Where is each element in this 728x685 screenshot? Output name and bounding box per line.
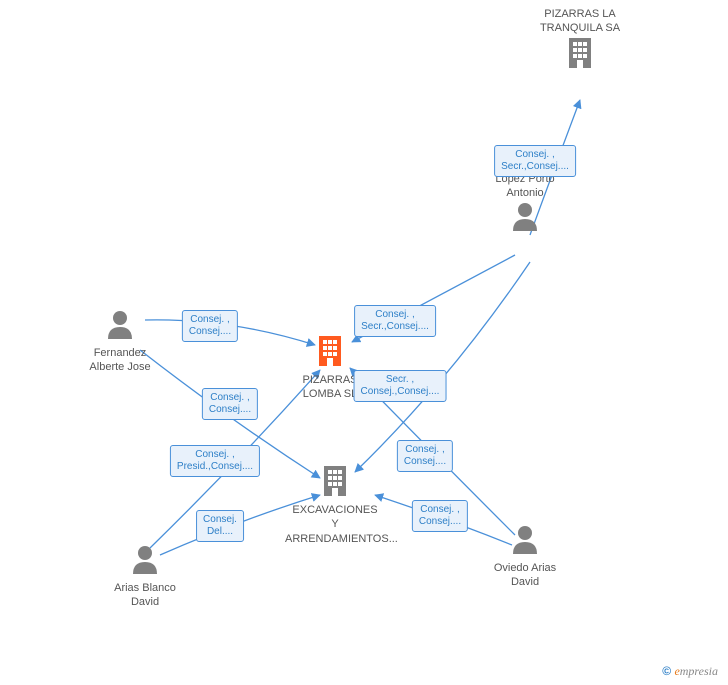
node-label: Oviedo AriasDavid bbox=[475, 561, 575, 590]
footer-branding: © empresia bbox=[662, 664, 718, 679]
node-pizarras_tranquila[interactable]: PIZARRAS LATRANQUILA SA bbox=[530, 5, 630, 73]
person-icon bbox=[475, 524, 575, 559]
person-icon bbox=[475, 201, 575, 236]
node-arias_blanco[interactable]: Arias BlancoDavid bbox=[95, 544, 195, 610]
edge-label-e4[interactable]: Consej. ,Secr.,Consej.... bbox=[354, 305, 436, 337]
copyright-symbol: © bbox=[662, 664, 671, 678]
building-icon bbox=[530, 36, 630, 73]
brand-mpresia: mpresia bbox=[680, 664, 718, 678]
edge-label-e5[interactable]: Secr. ,Consej.,Consej.... bbox=[354, 370, 447, 402]
node-label: PIZARRAS LATRANQUILA SA bbox=[530, 7, 630, 36]
node-fernandez[interactable]: FernandezAlberte Jose bbox=[70, 309, 170, 375]
node-lopez_porto[interactable]: Lopez PortoAntonio bbox=[475, 170, 575, 236]
building-icon bbox=[285, 464, 385, 501]
edge-label-e6[interactable]: Consej. ,Presid.,Consej.... bbox=[170, 445, 260, 477]
node-oviedo[interactable]: Oviedo AriasDavid bbox=[475, 524, 575, 590]
edge-label-e3[interactable]: Consej. ,Consej.... bbox=[202, 388, 258, 420]
building-icon bbox=[280, 334, 380, 371]
node-label: EXCAVACIONESYARRENDAMIENTOS... bbox=[285, 503, 385, 546]
edge-label-e8[interactable]: Consej. ,Consej.... bbox=[397, 440, 453, 472]
edge-label-e1[interactable]: Consej. ,Secr.,Consej.... bbox=[494, 145, 576, 177]
edge-label-e9[interactable]: Consej. ,Consej.... bbox=[412, 500, 468, 532]
person-icon bbox=[70, 309, 170, 344]
person-icon bbox=[95, 544, 195, 579]
node-label: FernandezAlberte Jose bbox=[70, 346, 170, 375]
edge-label-e7[interactable]: Consej.Del.... bbox=[196, 510, 244, 542]
edge-label-e2[interactable]: Consej. ,Consej.... bbox=[182, 310, 238, 342]
node-label: Arias BlancoDavid bbox=[95, 581, 195, 610]
node-excavaciones[interactable]: EXCAVACIONESYARRENDAMIENTOS... bbox=[285, 464, 385, 546]
